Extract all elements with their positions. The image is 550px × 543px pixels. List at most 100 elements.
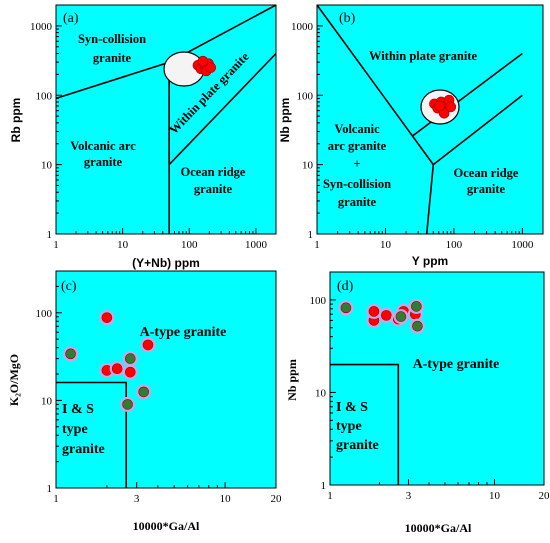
- panel-c-letter: (c): [61, 279, 77, 294]
- y-tick-label: 1000: [30, 21, 53, 33]
- panel-b-field-arc-granite: arc granite: [328, 139, 387, 153]
- panel-b-field-ocean-ridge-2: granite: [467, 182, 506, 196]
- panel-d-field-boundaries: [330, 363, 400, 485]
- panel-a-y-label: Rb ppm: [9, 98, 23, 143]
- boundary-within-plate-ocean: [168, 52, 277, 166]
- panel-a-points: [192, 55, 217, 77]
- boundary-is-box: [330, 363, 400, 485]
- panel-d-letter: (d): [337, 279, 354, 294]
- panel-a-field-volcanic-arc: Volcanic arc: [70, 139, 136, 153]
- y-tick-label: 100: [36, 308, 53, 320]
- panel-c-point: [101, 312, 113, 323]
- panel-d-field-is: I & S: [336, 400, 368, 415]
- panel-d-field-is-type: type: [336, 419, 362, 434]
- panel-a-field-ocean-ridge: Ocean ridge: [181, 165, 246, 179]
- panel-a-x-label: (Y+Nb) ppm: [132, 256, 200, 270]
- panel-b-y-label: Nb ppm: [278, 98, 292, 143]
- x-tick-label: 10: [380, 239, 392, 251]
- panel-c-field-a-type: A-type granite: [140, 325, 227, 340]
- panel-d-point: [411, 301, 422, 312]
- y-tick-label: 1: [47, 229, 53, 241]
- x-tick-label: 1: [314, 239, 320, 251]
- panel-b-x-label: Y ppm: [412, 254, 448, 268]
- panel-c-field-boundaries: [56, 381, 127, 488]
- panel-c-point: [111, 363, 123, 375]
- panel-b-letter: (b): [339, 11, 356, 26]
- panel-d-point: [381, 310, 392, 321]
- panel-c-point: [122, 399, 133, 410]
- panel-c-point: [65, 348, 76, 360]
- y-tick-label: 10: [41, 160, 53, 172]
- panel-b-axes: 1 10 100 1000 1 10 100 1000: [291, 21, 534, 251]
- x-tick-label: 1000: [245, 239, 268, 251]
- panel-c-point: [138, 386, 149, 398]
- panel-a: (a) Syn-collision granite Volcanic arc g…: [9, 4, 277, 270]
- panel-b-field-volcanic: Volcanic: [334, 122, 380, 136]
- panel-b-field-plus: +: [353, 157, 360, 171]
- panel-d-x-label: 10000*Ga/Al: [405, 521, 472, 535]
- panel-d-axes: 1 3 10 20 1 10 100: [310, 295, 550, 502]
- panel-d-points: [338, 298, 425, 334]
- x-tick-label: 20: [539, 490, 550, 502]
- panel-d-point: [412, 320, 423, 332]
- panel-c-axes: 1 3 10 20 1 10 100: [36, 285, 283, 505]
- panel-a-field-syn-collision-2: granite: [93, 51, 132, 65]
- x-tick-label: 20: [271, 493, 283, 505]
- y-tick-label: 1: [321, 480, 327, 492]
- y-tick-label: 1: [47, 483, 53, 495]
- panel-b-points: [429, 94, 457, 119]
- y-tick-label: 1000: [291, 21, 314, 33]
- panel-a-plot-area: [55, 4, 277, 235]
- boundary-vertical: [425, 164, 435, 235]
- panel-d: (d) A-type granite I & S type granite 1 3…: [285, 271, 550, 535]
- panel-d-field-a-type: A-type granite: [413, 357, 500, 372]
- panel-a-point: [197, 55, 209, 67]
- x-tick-label: 100: [181, 239, 198, 251]
- panel-a-field-syn-collision: Syn-collision: [78, 32, 146, 46]
- x-tick-label: 1: [53, 493, 59, 505]
- x-tick-label: 1000: [511, 239, 534, 251]
- x-tick-label: 10: [117, 239, 129, 251]
- panel-c-points: [63, 310, 156, 412]
- panel-d-point: [340, 302, 352, 314]
- y-tick-label: 100: [297, 90, 314, 102]
- y-tick-label: 10: [315, 387, 327, 399]
- panel-b-point: [445, 101, 457, 113]
- panel-b-field-ocean-ridge: Ocean ridge: [454, 166, 519, 180]
- panel-c-point: [124, 353, 136, 364]
- panel-b-field-syn-collision-2: granite: [338, 195, 377, 209]
- panel-d-point: [395, 311, 407, 322]
- x-tick-label: 1: [327, 490, 333, 502]
- panel-a-field-volcanic-arc-2: granite: [84, 155, 123, 169]
- panel-a-letter: (a): [63, 11, 79, 26]
- panel-b-field-within-plate: Within plate granite: [369, 49, 478, 63]
- y-tick-label: 100: [36, 90, 53, 102]
- x-tick-label: 10: [220, 493, 232, 505]
- x-tick-label: 3: [406, 490, 412, 502]
- panel-c-field-is-granite: granite: [62, 442, 105, 457]
- panel-d-y-label: Nb ppm: [285, 359, 299, 401]
- panel-d-field-is-granite: granite: [336, 438, 379, 453]
- panel-c-point: [124, 366, 136, 378]
- panel-c: (c) A-type granite I & S type granite 1 3…: [7, 270, 283, 533]
- x-tick-label: 10: [489, 490, 501, 502]
- panel-c-x-label: 10000*Ga/Al: [133, 519, 200, 533]
- y-tick-label: 1: [308, 229, 314, 241]
- panel-c-point: [142, 339, 154, 351]
- panel-b-field-syn-collision: Syn-collision: [323, 177, 391, 191]
- y-tick-label: 10: [302, 160, 314, 172]
- panel-c-y-label: K₂O/MgO: [7, 354, 21, 406]
- boundary-is-box: [56, 381, 127, 488]
- panel-a-point: [205, 62, 217, 73]
- x-tick-label: 1: [53, 239, 59, 251]
- panel-c-plot-area: [55, 270, 277, 489]
- panel-c-field-is: I & S: [62, 402, 94, 417]
- panel-b: (b) Within plate granite Volcanic arc gr…: [278, 4, 544, 268]
- panel-b-point: [434, 100, 446, 112]
- panel-a-field-ocean-ridge-2: granite: [194, 182, 233, 196]
- x-tick-label: 3: [134, 493, 140, 505]
- panel-c-field-is-type: type: [62, 422, 88, 437]
- x-tick-label: 100: [446, 239, 463, 251]
- y-tick-label: 10: [41, 395, 53, 407]
